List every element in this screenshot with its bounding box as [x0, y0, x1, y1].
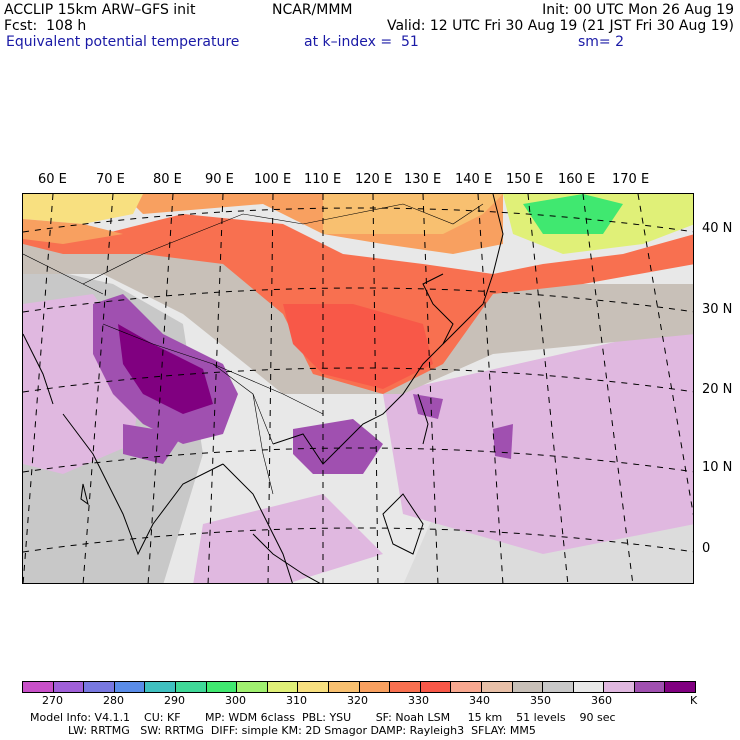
colorbar-tick: 340 [469, 694, 490, 707]
colorbar-swatch [665, 682, 696, 692]
colorbar-swatch [328, 682, 360, 692]
lon-label: 60 E [38, 172, 67, 187]
theta-e-map [22, 193, 694, 584]
colorbar-tick: 270 [42, 694, 63, 707]
colorbar-swatch [237, 682, 268, 692]
lon-label: 100 E [254, 172, 292, 187]
level-index: at k–index = 51 [304, 34, 419, 50]
colorbar-swatch [512, 682, 544, 692]
lon-label: 110 E [304, 172, 342, 187]
lat-label: 0 [702, 541, 711, 556]
colorbar-tick: 360 [591, 694, 612, 707]
model-info-line2: LW: RRTMG SW: RRTMG DIFF: simple KM: 2D … [68, 724, 536, 737]
lon-label: 150 E [506, 172, 544, 187]
colorbar-swatch [267, 682, 299, 692]
colorbar-swatch [390, 682, 421, 692]
colorbar-swatch [481, 682, 513, 692]
colorbar-tick: 320 [347, 694, 368, 707]
lon-label: 160 E [558, 172, 596, 187]
colorbar-swatch [206, 682, 238, 692]
colorbar-swatch [145, 682, 176, 692]
colorbar-swatch [175, 682, 207, 692]
colorbar-swatch [84, 682, 115, 692]
forecast-hour: Fcst: 108 h [4, 18, 87, 34]
model-info-line1: Model Info: V4.1.1 CU: KF MP: WDM 6class… [30, 711, 616, 724]
colorbar-swatch [298, 682, 329, 692]
field-name: Equivalent potential temperature [6, 34, 240, 50]
colorbar-tick: 350 [530, 694, 551, 707]
lon-label: 80 E [153, 172, 182, 187]
colorbar-tick: 310 [286, 694, 307, 707]
colorbar-swatch [451, 682, 482, 692]
lat-label: 40 N [702, 221, 733, 236]
valid-time: Valid: 12 UTC Fri 30 Aug 19 (21 JST Fri … [386, 18, 734, 34]
colorbar-swatch [114, 682, 146, 692]
lon-label: 140 E [455, 172, 493, 187]
smoothing-label: sm= 2 [578, 34, 625, 50]
institution-label: NCAR/MMM [272, 2, 353, 18]
colorbar-swatch [604, 682, 635, 692]
lon-label: 120 E [355, 172, 393, 187]
colorbar-tick: 280 [103, 694, 124, 707]
lon-label: 90 E [205, 172, 234, 187]
lon-label: 70 E [96, 172, 125, 187]
colorbar-swatch [23, 682, 54, 692]
colorbar-swatch [634, 682, 666, 692]
lat-label: 20 N [702, 382, 733, 397]
lon-label: 130 E [404, 172, 442, 187]
colorbar-swatch [543, 682, 574, 692]
lat-label: 10 N [702, 460, 733, 475]
colorbar-swatch [573, 682, 605, 692]
colorbar-unit: K [690, 694, 698, 707]
colorbar-swatch [53, 682, 85, 692]
colorbar-tick: 300 [225, 694, 246, 707]
init-time: Init: 00 UTC Mon 26 Aug 19 [542, 2, 734, 18]
model-title: ACCLIP 15km ARW–GFS init [4, 2, 196, 18]
colorbar-swatch [420, 682, 452, 692]
colorbar [22, 681, 696, 693]
colorbar-tick: 290 [164, 694, 185, 707]
lon-label: 170 E [612, 172, 650, 187]
colorbar-tick: 330 [408, 694, 429, 707]
colorbar-swatch [359, 682, 391, 692]
lat-label: 30 N [702, 302, 733, 317]
